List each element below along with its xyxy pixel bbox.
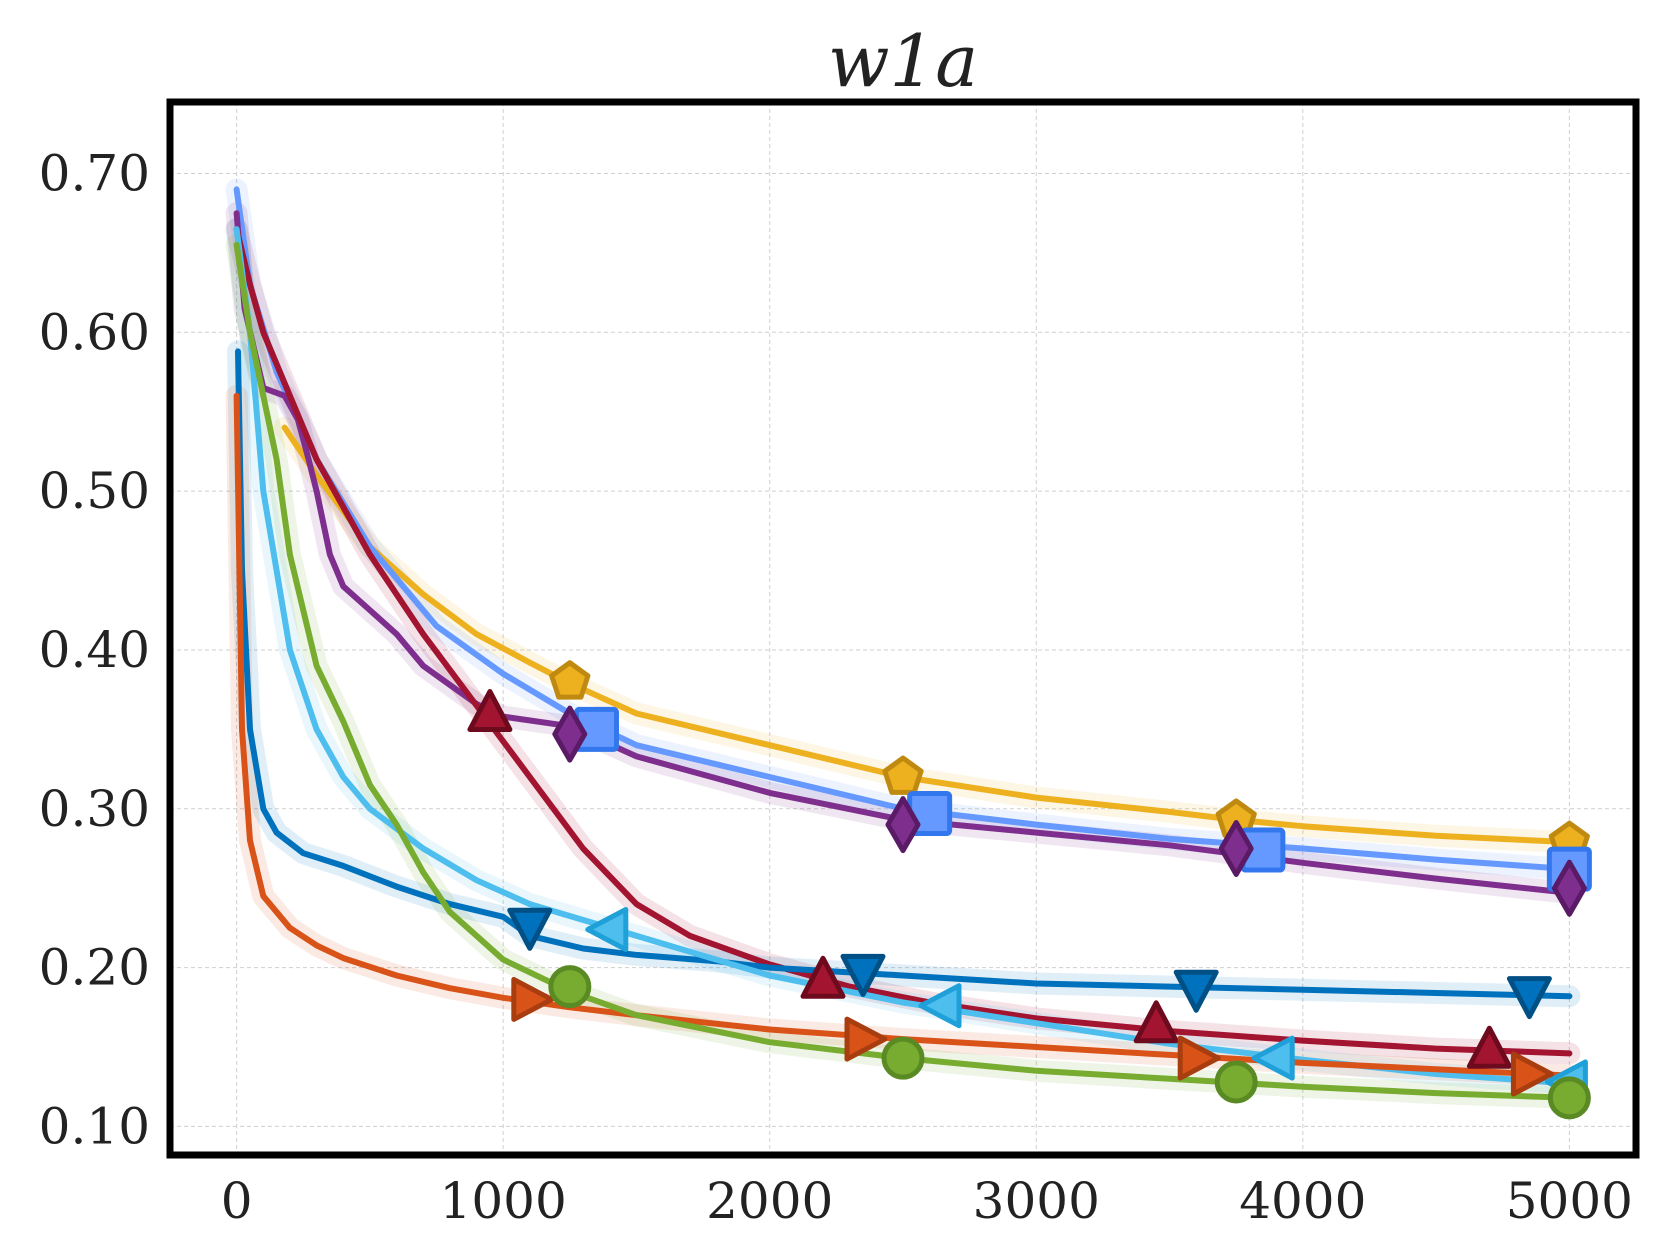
marker-green-circle <box>548 965 592 1009</box>
y-tick-label: 0.40 <box>39 621 150 679</box>
marker-dark-blue-triangle-down <box>507 907 553 951</box>
marker-green-circle <box>1214 1060 1258 1104</box>
x-tick-label: 2000 <box>706 1172 833 1230</box>
x-tick-label: 4000 <box>1239 1172 1366 1230</box>
marker-crimson-triangle-up <box>1466 1025 1512 1069</box>
marker-crimson-triangle-up <box>467 689 513 732</box>
y-axis-ticks: 0.10 0.20 0.30 0.40 0.50 0.60 0.70 <box>39 144 150 1155</box>
marker-dark-blue-triangle-down <box>1173 969 1219 1013</box>
y-tick-label: 0.70 <box>39 144 150 202</box>
series-markers <box>467 660 1592 1120</box>
marker-orange-triangle-right <box>1177 1035 1221 1081</box>
plot-frame <box>166 98 1640 1159</box>
x-tick-label: 1000 <box>440 1172 567 1230</box>
x-tick-label: 0 <box>221 1172 253 1230</box>
x-axis-ticks: 0 1000 2000 3000 4000 5000 <box>221 1172 1633 1230</box>
series-line-orange-triangle-right <box>233 392 1573 1079</box>
chart-title: w1a <box>828 19 978 103</box>
marker-sky-blue-triangle-left <box>1251 1035 1295 1081</box>
series-line-green-circle <box>233 241 1573 1101</box>
y-tick-label: 0.20 <box>39 939 150 997</box>
marker-gold-pentagon <box>882 755 924 795</box>
marker-sky-blue-triangle-left <box>918 983 962 1029</box>
marker-purple-diamond <box>885 796 921 854</box>
x-tick-label: 5000 <box>1506 1172 1633 1230</box>
marker-crimson-triangle-up <box>800 955 846 999</box>
marker-orange-triangle-right <box>1510 1051 1554 1097</box>
marker-green-circle <box>1547 1076 1591 1120</box>
grid <box>170 102 1636 1155</box>
marker-dark-blue-triangle-down <box>1506 976 1552 1020</box>
series-line-gold-pentagon <box>281 424 1573 846</box>
marker-purple-diamond <box>1218 820 1254 877</box>
y-tick-label: 0.30 <box>39 780 150 838</box>
y-tick-label: 0.10 <box>39 1097 150 1155</box>
y-tick-label: 0.50 <box>39 462 150 520</box>
marker-orange-triangle-right <box>844 1016 888 1062</box>
marker-crimson-triangle-up <box>1133 1000 1179 1044</box>
x-tick-label: 3000 <box>973 1172 1100 1230</box>
marker-gold-pentagon <box>549 660 591 700</box>
marker-orange-triangle-right <box>511 976 555 1022</box>
marker-purple-diamond <box>552 705 588 763</box>
marker-green-circle <box>881 1036 925 1080</box>
y-tick-label: 0.60 <box>39 303 150 361</box>
marker-purple-diamond <box>1551 859 1587 917</box>
marker-dark-blue-triangle-down <box>840 953 886 997</box>
series-line-sky-blue-triangle-left <box>233 226 1573 1087</box>
marker-sky-blue-triangle-left <box>585 907 629 952</box>
